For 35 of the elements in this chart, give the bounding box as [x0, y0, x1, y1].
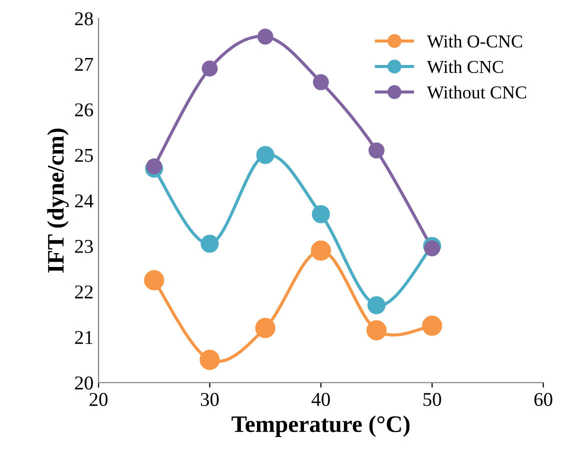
point — [422, 316, 442, 336]
y-tick-label: 21 — [75, 330, 92, 344]
point — [312, 205, 330, 224]
point — [255, 318, 276, 338]
point — [146, 158, 162, 174]
point — [257, 28, 274, 45]
point — [200, 234, 219, 253]
point — [424, 240, 440, 256]
legend-label: With O-CNC — [426, 34, 522, 48]
y-tick-label: 27 — [75, 58, 94, 71]
y-tick-label: 23 — [75, 240, 93, 253]
x-tick-label: 50 — [424, 392, 442, 406]
legend-label: Without CNC — [426, 86, 526, 99]
point — [312, 74, 329, 90]
y-tick-label: 28 — [75, 12, 93, 26]
x-axis-title: Temperature (°C) — [232, 416, 410, 437]
point — [310, 240, 331, 261]
x-tick-label: 40 — [312, 392, 330, 406]
y-tick-label: 26 — [75, 103, 94, 116]
x-tick-label: 20 — [90, 392, 108, 406]
point — [144, 270, 164, 290]
x-tick-label: 60 — [534, 392, 552, 406]
y-tick-label: 20 — [75, 376, 93, 390]
y-axis-title: IFT (dyne/cm) — [47, 128, 69, 273]
y-tick-label: 24 — [75, 194, 94, 208]
point — [202, 60, 218, 77]
point — [367, 296, 386, 314]
point — [366, 320, 387, 340]
y-tick-label: 22 — [75, 285, 93, 298]
x-tick-label: 30 — [200, 392, 219, 406]
y-tick-label: 25 — [75, 148, 93, 162]
point — [256, 146, 274, 164]
legend-label: With CNC — [426, 60, 503, 74]
point — [368, 142, 384, 158]
point — [200, 350, 220, 370]
